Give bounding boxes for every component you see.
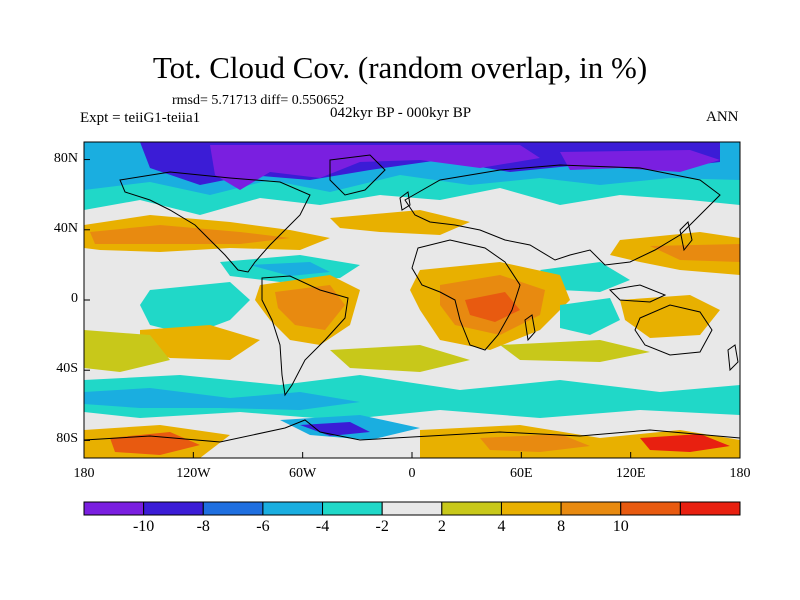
experiment-label: Expt = teiiG1-teiia1 <box>80 110 201 126</box>
tropical-atlantic-strong-decrease <box>250 262 330 276</box>
colorbar-label: 2 <box>437 518 446 535</box>
africa-very-strong-increase <box>465 292 520 322</box>
south-pacific-increase <box>140 325 260 360</box>
colorbar-box <box>83 501 145 516</box>
africa-coast <box>411 239 521 351</box>
southern-mid-lat-increase <box>84 330 170 372</box>
west-pacific-strong-increase <box>650 244 740 262</box>
colorbar-label: -4 <box>315 518 330 535</box>
north-atlantic-increase <box>330 210 470 235</box>
colorbar-box <box>202 501 264 516</box>
greenland-coast <box>329 154 386 196</box>
antarctica-coast <box>84 419 740 443</box>
season-label: ANN <box>706 109 739 125</box>
colorbar-label: -2 <box>375 518 389 535</box>
indian-ocean-south-decrease <box>560 298 620 335</box>
colorbar-label: 10 <box>612 518 629 535</box>
lat-tick-label: 40S <box>56 361 78 377</box>
rmsd-diff-stats: rmsd= 5.71713 diff= 0.550652 <box>172 93 345 108</box>
east-pacific-decrease <box>140 282 250 335</box>
madagascar-coast <box>524 314 536 342</box>
colorbar-box <box>322 501 383 516</box>
south-america-strong-increase <box>275 285 345 330</box>
australia-increase <box>620 295 720 338</box>
antarctic-coast-strong-increase <box>110 432 200 455</box>
lon-tick-label: 0 <box>408 466 416 481</box>
arctic-extreme-decrease <box>210 145 540 190</box>
lon-tick-label: 60W <box>289 466 317 481</box>
colorbar-box <box>381 501 443 516</box>
colorbar-box <box>143 501 204 516</box>
latitude-tick-marks <box>84 159 90 441</box>
colorbar-box <box>560 501 622 516</box>
lon-tick-label: 120E <box>615 466 646 481</box>
lon-tick-label: 180 <box>729 466 751 481</box>
period-label: 042kyr BP - 000kyr BP <box>330 105 472 121</box>
new-zealand-coast <box>727 344 739 372</box>
southern-ocean-decrease <box>84 375 740 420</box>
lat-tick-label: 80S <box>56 431 78 447</box>
south-atlantic-weak-increase <box>330 345 470 372</box>
colorbar-box <box>679 501 741 516</box>
lat-tick-label: 80N <box>53 150 78 166</box>
lon-tick-label: 60E <box>510 466 533 481</box>
north-pacific-strong-increase <box>90 225 290 244</box>
antarctic-strong-decrease <box>300 422 370 436</box>
australia-coast <box>634 304 713 356</box>
colorbar-box <box>620 501 681 516</box>
map-title: Tot. Cloud Cov. (random overlap, in %) <box>152 50 648 85</box>
colorbar-box <box>262 501 324 516</box>
longitude-tick-marks <box>83 452 741 458</box>
antarctic-mid-increase <box>480 434 590 452</box>
south-indian-weak-increase <box>500 340 650 362</box>
colorbar-label: -10 <box>132 518 155 535</box>
colorbar-box <box>441 501 502 516</box>
lon-tick-label: 180 <box>73 466 95 481</box>
colorbar-box <box>500 501 562 516</box>
colorbar-label: 4 <box>497 518 506 535</box>
colorbar-label: 8 <box>557 518 566 535</box>
colorbar-label: -8 <box>196 518 210 535</box>
southern-ocean-strong-decrease <box>84 388 360 410</box>
southeast-asia-islands <box>608 284 667 303</box>
colorbar-label: -6 <box>256 518 270 535</box>
north-america-coast <box>119 171 311 273</box>
south-america-coast <box>261 275 349 397</box>
coastlines <box>84 154 740 443</box>
lon-tick-label: 120W <box>176 466 211 481</box>
map-field <box>84 142 740 458</box>
colorbar <box>83 501 741 516</box>
lat-tick-label: 40N <box>53 220 78 236</box>
eurasia-coast <box>404 164 721 266</box>
british-isles-coast <box>399 191 411 211</box>
japan-coast <box>679 221 693 252</box>
antarctic-east-strong-increase <box>640 434 730 452</box>
lat-tick-label: 0 <box>71 291 78 306</box>
